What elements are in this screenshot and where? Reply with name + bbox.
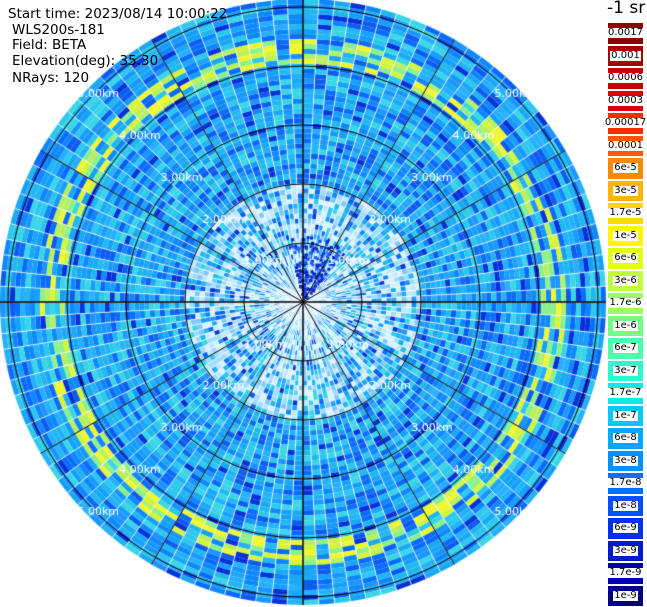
colorbar-cell: 6e-8 (607, 427, 644, 450)
device-label: WLS200s-181 (12, 22, 105, 38)
colorbar-tick-label: 0.0001 (607, 139, 644, 151)
colorbar-tick-label: 0.0003 (607, 94, 644, 106)
colorbar-cell: 1.7e-5 (607, 202, 644, 225)
colorbar-tick-label: 0.001 (610, 49, 641, 61)
colorbar-cell: 0.00017 (603, 112, 647, 135)
colorbar-tick-label: 1.7e-9 (608, 567, 643, 579)
colorbar-cell: 3e-6 (607, 269, 644, 292)
start-time-label: Start time: 2023/08/14 10:00:22 (8, 6, 228, 22)
colorbar-cell: 0.0003 (607, 89, 644, 112)
colorbar-tick-label: 1.7e-7 (608, 387, 643, 399)
colorbar-cell: 1e-7 (607, 404, 644, 427)
colorbar-tick-label: 6e-7 (613, 342, 638, 354)
colorbar-tick-label: 6e-6 (613, 252, 638, 264)
colorbar-tick-label: 1e-8 (613, 499, 638, 511)
colorbar-cell: 1.7e-9 (607, 562, 644, 585)
colorbar-cell: 3e-8 (607, 449, 644, 472)
field-label: Field: BETA (12, 37, 87, 53)
colorbar-tick-label: 1.7e-6 (608, 297, 643, 309)
colorbar-tick-label: 0.00017 (603, 117, 647, 129)
colorbar-tick-label: 1.7e-5 (608, 207, 643, 219)
colorbar-cell: 3e-9 (607, 539, 644, 562)
colorbar-tick-label: 1e-5 (613, 229, 638, 241)
colorbar-cell: 6e-5 (607, 157, 644, 180)
colorbar-cell: 1.7e-6 (607, 292, 644, 315)
colorbar-cell: 1e-9 (607, 584, 644, 607)
colorbar-cell: 6e-7 (607, 337, 644, 360)
colorbar-tick-label: 0.0006 (607, 72, 644, 84)
colorbar: 0.0017 0.001 0.0006 0.0003 0.00017 0.0001 6e-5… (603, 22, 647, 607)
elevation-label: Elevation(deg): 35.30 (12, 53, 159, 69)
colorbar-tick-label: 3e-5 (613, 184, 638, 196)
colorbar-cell: 1e-5 (607, 224, 644, 247)
colorbar-cell: 3e-7 (607, 359, 644, 382)
colorbar-cell: 1e-6 (607, 314, 644, 337)
nrays-label: NRays: 120 (12, 70, 90, 86)
colorbar-unit-label: -1 sr (607, 0, 646, 18)
colorbar-tick-label: 6e-8 (613, 432, 638, 444)
colorbar-tick-label: 6e-5 (613, 162, 638, 174)
colorbar-cell: 1.7e-7 (607, 382, 644, 405)
colorbar-cell: 6e-6 (607, 247, 644, 270)
colorbar-tick-label: 1.7e-8 (608, 477, 643, 489)
colorbar-tick-label: 1e-6 (613, 319, 638, 331)
colorbar-cell: 0.001 (607, 44, 644, 67)
colorbar-tick-label: 1e-9 (613, 589, 638, 601)
colorbar-cell: 0.0006 (607, 67, 644, 90)
colorbar-tick-label: 3e-9 (613, 544, 638, 556)
colorbar-cell: 1.7e-8 (607, 472, 644, 495)
colorbar-cell: 6e-9 (607, 517, 644, 540)
colorbar-tick-label: 3e-8 (613, 454, 638, 466)
colorbar-tick-label: 1e-7 (613, 409, 638, 421)
colorbar-cell: 1e-8 (607, 494, 644, 517)
colorbar-cell: 0.0001 (607, 134, 644, 157)
colorbar-tick-label: 3e-6 (613, 274, 638, 286)
colorbar-tick-label: 3e-7 (613, 364, 638, 376)
colorbar-tick-label: 6e-9 (613, 522, 638, 534)
colorbar-cell: 3e-5 (607, 179, 644, 202)
colorbar-tick-label: 0.0017 (607, 27, 644, 39)
colorbar-cell: 0.0017 (607, 22, 644, 45)
